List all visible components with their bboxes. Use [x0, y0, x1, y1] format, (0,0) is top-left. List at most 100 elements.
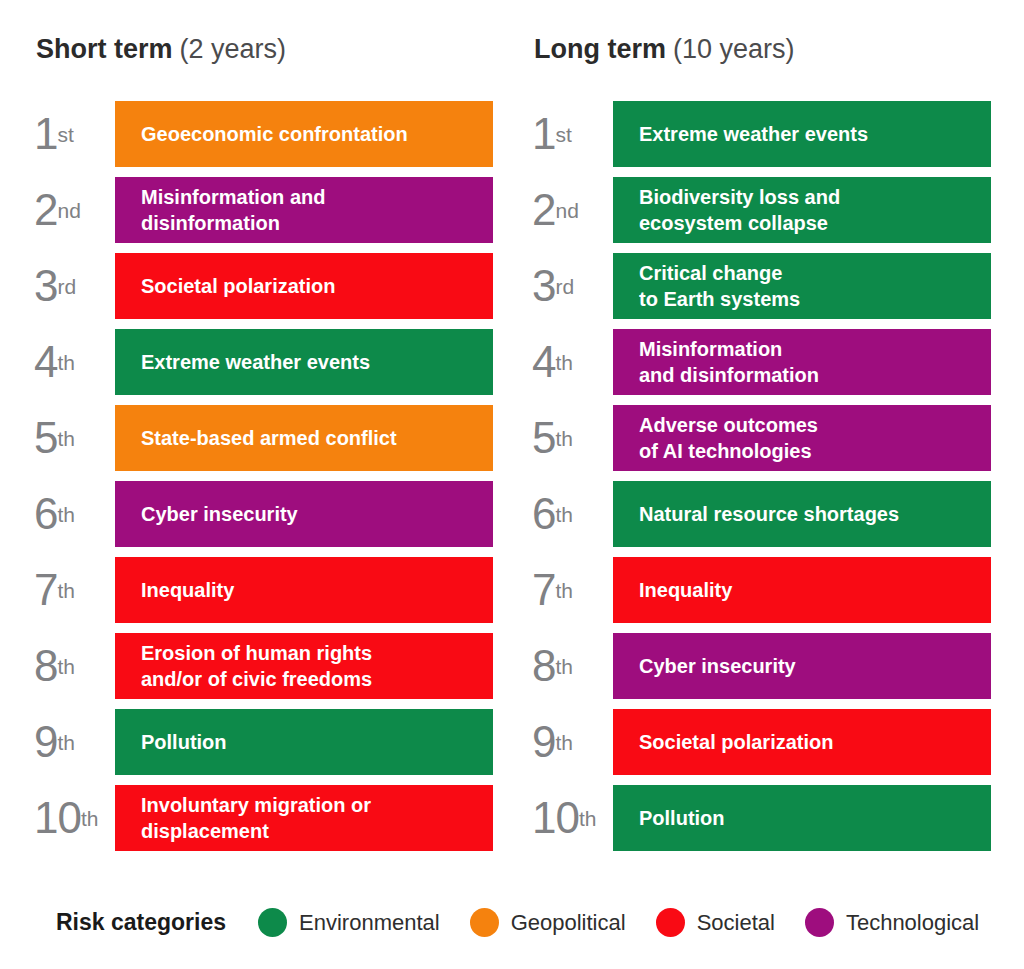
risk-bar: Inequality: [115, 557, 493, 623]
risk-bar-label: Cyber insecurity: [639, 653, 796, 679]
risk-row: 5th Adverse outcomes of AI technologies: [528, 405, 991, 471]
legend-title: Risk categories: [56, 909, 226, 936]
risk-bar: Misinformation and disinformation: [115, 177, 493, 243]
legend-label: Environmental: [299, 910, 440, 936]
column-title-bold: Long term: [534, 34, 666, 64]
legend-item-environmental: Environmental: [258, 908, 440, 937]
risk-bar: Societal polarization: [613, 709, 991, 775]
rank-label: 8th: [528, 633, 613, 699]
risk-bar-label: Societal polarization: [639, 729, 833, 755]
risk-bar: Geoeconomic confrontation: [115, 101, 493, 167]
risk-bar: Misinformation and disinformation: [613, 329, 991, 395]
risk-bar-label: Pollution: [639, 805, 725, 831]
risk-row: 9th Pollution: [30, 709, 493, 775]
rank-label: 1st: [528, 101, 613, 167]
rank-label: 10th: [30, 785, 115, 851]
column-title-note: (10 years): [673, 34, 795, 64]
risk-bar: Cyber insecurity: [613, 633, 991, 699]
global-risks-ranking-chart: Short term(2 years) 1st Geoeconomic conf…: [0, 0, 1024, 937]
legend-label: Societal: [697, 910, 775, 936]
risk-bar: State-based armed conflict: [115, 405, 493, 471]
risk-row: 6th Natural resource shortages: [528, 481, 991, 547]
column-title-bold: Short term: [36, 34, 173, 64]
risk-row: 6th Cyber insecurity: [30, 481, 493, 547]
risk-bar-label: Pollution: [141, 729, 227, 755]
risk-row: 2nd Biodiversity loss and ecosystem coll…: [528, 177, 991, 243]
risk-bar-label: State-based armed conflict: [141, 425, 397, 451]
rank-label: 10th: [528, 785, 613, 851]
risk-bar-label: Critical change to Earth systems: [639, 260, 800, 312]
risk-bar-label: Extreme weather events: [639, 121, 868, 147]
rank-label: 4th: [30, 329, 115, 395]
long-term-column-title: Long term(10 years): [534, 34, 991, 65]
risk-bar-label: Cyber insecurity: [141, 501, 298, 527]
risk-categories-legend: Risk categories Environmental Geopolitic…: [56, 908, 990, 937]
rank-label: 9th: [30, 709, 115, 775]
legend-label: Technological: [846, 910, 979, 936]
long-term-column: Long term(10 years) 1st Extreme weather …: [528, 34, 991, 861]
column-title-note: (2 years): [180, 34, 287, 64]
rank-label: 9th: [528, 709, 613, 775]
rank-label: 7th: [528, 557, 613, 623]
rank-label: 5th: [30, 405, 115, 471]
rank-label: 3rd: [30, 253, 115, 319]
risk-row: 9th Societal polarization: [528, 709, 991, 775]
rank-label: 6th: [30, 481, 115, 547]
risk-bar: Societal polarization: [115, 253, 493, 319]
risk-bar: Erosion of human rights and/or of civic …: [115, 633, 493, 699]
risk-bar-label: Extreme weather events: [141, 349, 370, 375]
risk-bar-label: Natural resource shortages: [639, 501, 899, 527]
risk-bar: Extreme weather events: [115, 329, 493, 395]
risk-bar-label: Societal polarization: [141, 273, 335, 299]
risk-row: 8th Cyber insecurity: [528, 633, 991, 699]
risk-bar-label: Adverse outcomes of AI technologies: [639, 412, 818, 464]
risk-bar-label: Erosion of human rights and/or of civic …: [141, 640, 372, 692]
rank-label: 8th: [30, 633, 115, 699]
risk-row: 3rd Societal polarization: [30, 253, 493, 319]
short-term-column-title: Short term(2 years): [36, 34, 493, 65]
risk-bar-label: Biodiversity loss and ecosystem collapse: [639, 184, 840, 236]
rank-label: 4th: [528, 329, 613, 395]
risk-bar: Pollution: [115, 709, 493, 775]
rank-label: 6th: [528, 481, 613, 547]
risk-bar-label: Inequality: [639, 577, 732, 603]
rank-label: 2nd: [30, 177, 115, 243]
risk-row: 5th State-based armed conflict: [30, 405, 493, 471]
legend-item-technological: Technological: [805, 908, 979, 937]
risk-row: 10th Pollution: [528, 785, 991, 851]
societal-dot-icon: [656, 908, 685, 937]
risk-bar-label: Geoeconomic confrontation: [141, 121, 408, 147]
risk-bar: Extreme weather events: [613, 101, 991, 167]
legend-item-geopolitical: Geopolitical: [470, 908, 626, 937]
environmental-dot-icon: [258, 908, 287, 937]
rank-label: 7th: [30, 557, 115, 623]
rank-label: 5th: [528, 405, 613, 471]
risk-bar: Natural resource shortages: [613, 481, 991, 547]
risk-row: 7th Inequality: [528, 557, 991, 623]
legend-item-societal: Societal: [656, 908, 775, 937]
risk-row: 10th Involuntary migration or displaceme…: [30, 785, 493, 851]
risk-bar: Critical change to Earth systems: [613, 253, 991, 319]
rank-label: 3rd: [528, 253, 613, 319]
risk-row: 2nd Misinformation and disinformation: [30, 177, 493, 243]
risk-bar-label: Inequality: [141, 577, 234, 603]
risk-bar-label: Misinformation and disinformation: [141, 184, 325, 236]
risk-bar: Cyber insecurity: [115, 481, 493, 547]
risk-row: 3rd Critical change to Earth systems: [528, 253, 991, 319]
legend-label: Geopolitical: [511, 910, 626, 936]
risk-bar: Inequality: [613, 557, 991, 623]
technological-dot-icon: [805, 908, 834, 937]
risk-bar: Biodiversity loss and ecosystem collapse: [613, 177, 991, 243]
geopolitical-dot-icon: [470, 908, 499, 937]
risk-bar: Pollution: [613, 785, 991, 851]
risk-row: 4th Misinformation and disinformation: [528, 329, 991, 395]
rank-label: 1st: [30, 101, 115, 167]
risk-bar-label: Misinformation and disinformation: [639, 336, 819, 388]
risk-bar-label: Involuntary migration or displacement: [141, 792, 371, 844]
risk-row: 1st Geoeconomic confrontation: [30, 101, 493, 167]
short-term-column: Short term(2 years) 1st Geoeconomic conf…: [30, 34, 493, 861]
risk-bar: Adverse outcomes of AI technologies: [613, 405, 991, 471]
risk-row: 7th Inequality: [30, 557, 493, 623]
risk-bar: Involuntary migration or displacement: [115, 785, 493, 851]
risk-row: 1st Extreme weather events: [528, 101, 991, 167]
